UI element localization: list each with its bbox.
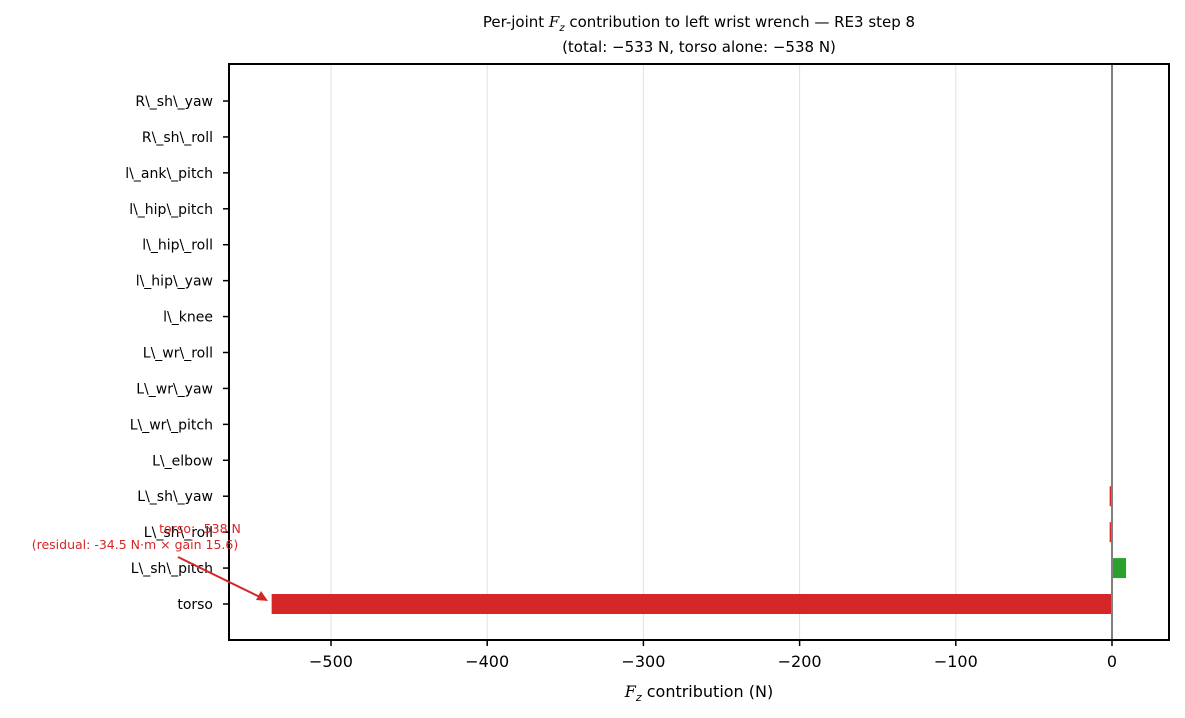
x-tick-label: 0 [1107, 652, 1117, 671]
annotation-line-1: torso: -538 N [159, 521, 241, 536]
chart-title: Per-joint Fz contribution to left wrist … [229, 13, 1169, 57]
y-tick-label: L\_sh\_yaw [137, 489, 213, 505]
y-tick-label: R\_sh\_yaw [135, 94, 213, 110]
y-tick-label: l\_ank\_pitch [125, 166, 213, 182]
y-tick-label: R\_sh\_roll [142, 130, 213, 146]
y-tick-label: L\_wr\_pitch [130, 417, 213, 433]
x-tick-label: −300 [621, 652, 665, 671]
y-tick-label: L\_sh\_roll [144, 525, 213, 541]
annotation-line-2: (residual: -34.5 N·m × gain 15.6) [32, 537, 239, 552]
bar-l-sh-roll [1109, 522, 1112, 543]
y-tick-label: l\_hip\_pitch [129, 202, 213, 218]
bar-l-sh-pitch [1112, 558, 1127, 579]
y-tick-label: l\_hip\_yaw [136, 274, 213, 290]
title-line-1: Per-joint Fz contribution to left wrist … [482, 13, 916, 34]
bar-l-sh-yaw [1109, 486, 1112, 507]
y-tick-label: L\_wr\_yaw [136, 381, 213, 397]
annotation-arrow [177, 556, 263, 599]
x-axis-label: Fz contribution (N) [624, 682, 774, 705]
y-tick-label: L\_elbow [152, 453, 213, 469]
title-line-2: (total: −533 N, torso alone: −538 N) [562, 38, 836, 56]
bar-torso [271, 594, 1112, 614]
annotation-arrowhead [256, 591, 268, 601]
y-tick-label: L\_wr\_roll [143, 346, 213, 362]
x-tick-label: −400 [465, 652, 509, 671]
x-tick-label: −100 [934, 652, 978, 671]
y-tick-label: l\_hip\_roll [142, 238, 213, 254]
y-tick-label: l\_knee [163, 310, 213, 326]
x-tick-label: −200 [778, 652, 822, 671]
x-tick-label: −500 [309, 652, 353, 671]
plot-frame [228, 63, 1170, 641]
y-tick-label: torso [177, 597, 213, 613]
